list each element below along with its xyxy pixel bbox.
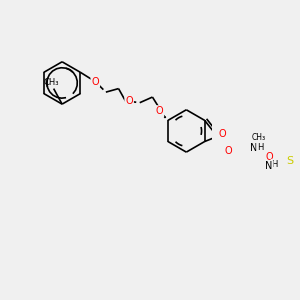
- Text: H: H: [271, 160, 278, 169]
- Text: O: O: [266, 152, 273, 161]
- Text: S: S: [286, 156, 294, 166]
- Text: O: O: [125, 96, 133, 106]
- Text: O: O: [224, 146, 232, 156]
- Text: N: N: [250, 143, 257, 153]
- Text: CH₃: CH₃: [251, 133, 266, 142]
- Text: CH₃: CH₃: [44, 79, 59, 88]
- Text: H: H: [257, 143, 264, 152]
- Text: O: O: [218, 130, 226, 140]
- Text: O: O: [92, 76, 99, 86]
- Text: N: N: [265, 161, 273, 171]
- Text: O: O: [156, 106, 163, 116]
